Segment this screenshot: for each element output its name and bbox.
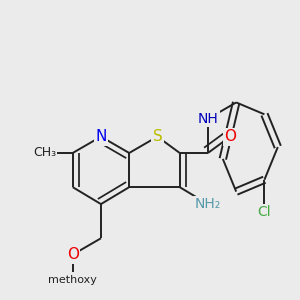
Text: methoxy: methoxy [73,270,127,283]
Text: methoxy: methoxy [47,273,99,286]
Text: Cl: Cl [258,206,271,219]
Text: methoxy: methoxy [73,279,79,280]
Text: methoxy: methoxy [73,279,79,280]
Text: S: S [153,129,162,144]
Text: O: O [67,247,79,262]
Text: CH₃: CH₃ [33,146,56,160]
Text: methoxy: methoxy [73,279,79,280]
Text: methoxy: methoxy [48,275,97,285]
Text: NH₂: NH₂ [195,197,221,211]
Text: NH: NH [198,112,218,126]
Text: methoxy: methoxy [45,273,100,286]
Text: methoxy: methoxy [73,279,79,280]
Text: methoxy: methoxy [73,279,79,280]
Text: methoxy: methoxy [47,273,99,286]
Text: O: O [224,129,236,144]
Text: N: N [95,129,106,144]
